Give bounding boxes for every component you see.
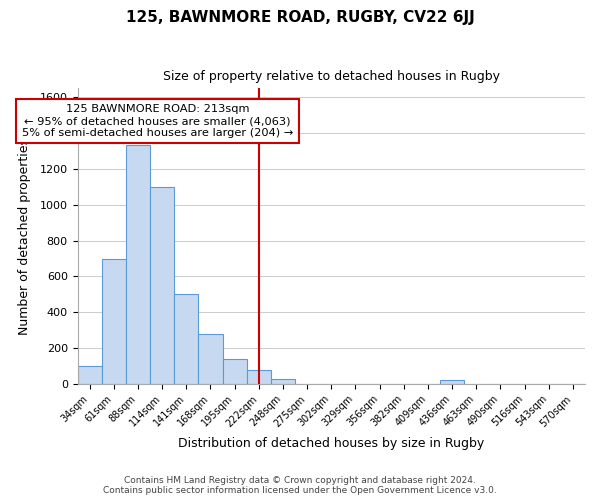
Bar xyxy=(77,366,102,384)
Bar xyxy=(102,258,126,384)
Text: 125 BAWNMORE ROAD: 213sqm
← 95% of detached houses are smaller (4,063)
5% of sem: 125 BAWNMORE ROAD: 213sqm ← 95% of detac… xyxy=(22,104,293,138)
Text: 125, BAWNMORE ROAD, RUGBY, CV22 6JJ: 125, BAWNMORE ROAD, RUGBY, CV22 6JJ xyxy=(125,10,475,25)
Bar xyxy=(271,378,295,384)
Bar xyxy=(247,370,271,384)
Title: Size of property relative to detached houses in Rugby: Size of property relative to detached ho… xyxy=(163,70,500,83)
X-axis label: Distribution of detached houses by size in Rugby: Distribution of detached houses by size … xyxy=(178,437,484,450)
Bar xyxy=(126,145,150,384)
Bar xyxy=(174,294,199,384)
Y-axis label: Number of detached properties: Number of detached properties xyxy=(19,138,31,334)
Bar xyxy=(150,187,174,384)
Bar xyxy=(440,380,464,384)
Bar xyxy=(199,334,223,384)
Bar xyxy=(223,359,247,384)
Text: Contains HM Land Registry data © Crown copyright and database right 2024.
Contai: Contains HM Land Registry data © Crown c… xyxy=(103,476,497,495)
